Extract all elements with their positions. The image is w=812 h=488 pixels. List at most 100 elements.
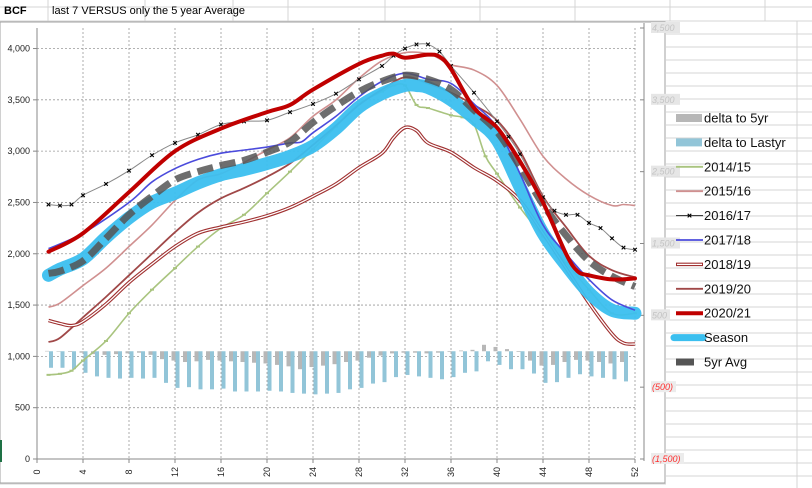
x-tick-label: 8 [124,469,134,474]
x-tick-label: 36 [446,467,456,477]
legend: delta to 5yr delta to Lastyr 2014/15 2015/1… [670,111,786,370]
legend-item[interactable]: 2018/19 [676,257,751,272]
bar-delta-to-5yr [79,351,84,353]
legend-swatch [676,138,702,147]
marker-x [425,42,431,47]
bar-delta-to-5yr [620,351,624,363]
legend-item[interactable]: 2014/15 [676,159,751,174]
y-tick-label: 2,500 [7,197,30,207]
bar-delta-to-5yr [390,351,394,354]
legend-item[interactable]: delta to Lastyr [676,135,786,150]
marker-x [80,193,86,198]
marker-x [471,90,477,95]
bar-delta-to-lastyr [486,351,490,362]
y-tick-label: 0 [25,454,30,464]
series-season-line [42,78,642,320]
bar-delta-to-lastyr [555,351,559,383]
y2-label-bg [651,453,684,464]
bar-delta-to-lastyr [440,351,444,380]
bar-delta-to-5yr [436,351,440,353]
selection-handle [0,440,2,462]
bar-delta-to-5yr [160,351,164,360]
cell-chart-title[interactable]: last 7 VERSUS only the 5 year Average [52,5,246,17]
bar-delta-to-5yr [102,351,107,355]
bar-delta-to-5yr [275,351,279,365]
bar-delta-to-lastyr [198,351,203,390]
legend-item[interactable]: 2020/21 [676,306,751,321]
series-season [42,78,642,320]
bar-delta-to-5yr [470,349,475,352]
marker-x [287,109,293,115]
bar-delta-to-lastyr [348,351,352,390]
y-tick-label: 4,000 [7,44,30,54]
bar-delta-to-5yr [321,351,325,366]
bar-delta-to-lastyr [509,351,513,370]
bar-delta-to-lastyr [106,351,111,378]
bar-delta-to-5yr [562,351,567,363]
bar-delta-to-lastyr [601,351,605,378]
y2-tick-label: 1,500 [652,239,675,249]
marker-x [621,245,626,250]
bar-delta-to-lastyr [417,351,421,377]
y2-tick-label: 4,500 [652,23,675,33]
bar-delta-to-5yr [45,350,49,352]
x-tick-label: 24 [308,467,318,477]
bar-delta-to-5yr [171,351,176,361]
bar-delta-to-5yr [539,351,544,366]
bar-delta-to-lastyr [497,351,502,365]
legend-item[interactable]: Season [670,330,748,345]
bar-delta-to-5yr [493,346,498,352]
y2-label-bg [651,165,680,177]
x-tick-label: 20 [262,467,272,477]
legend-swatch [676,114,702,122]
x-tick-label: 44 [538,467,548,477]
bar-delta-to-5yr [608,351,613,364]
bar-delta-to-5yr [183,351,187,363]
bar-delta-to-lastyr [371,351,375,384]
bar-delta-to-lastyr [175,351,180,388]
legend-item[interactable]: 2015/16 [676,184,751,199]
legend-item[interactable]: 2016/17 [676,208,751,223]
legend-item[interactable]: 5yr Avg [676,355,747,370]
y2-label-bg [651,309,670,321]
marker-x [333,91,339,96]
bar-delta-to-5yr [263,351,268,364]
bar-delta-to-5yr [528,351,532,361]
bar-delta-to-5yr [194,351,199,362]
bar-delta-to-lastyr [520,351,525,370]
series-2020-21-line [46,51,637,282]
marker-x [218,122,224,127]
marker-x [517,152,523,157]
legend-label: 2020/21 [704,306,751,321]
legend-item[interactable]: 2019/20 [676,281,751,296]
series-5yr-avg-line [47,71,637,290]
legend-item[interactable]: delta to 5yr [676,111,769,126]
marker-x [310,101,316,107]
legend-item[interactable]: 2017/18 [676,233,751,248]
bar-delta-to-lastyr [256,351,260,392]
y-tick-label: 1,000 [7,351,30,361]
y-tick-label: 3,000 [7,146,30,156]
bar-delta-to-5yr [298,351,302,370]
bar-delta-to-lastyr [543,351,548,383]
bar-delta-to-5yr [459,350,463,352]
cell-bcf[interactable]: BCF [4,5,27,17]
bar-delta-to-lastyr [233,351,237,392]
bar-delta-to-5yr [286,351,291,367]
bar-delta-to-lastyr [267,351,272,391]
bar-delta-to-5yr [516,351,521,352]
bar-delta-to-lastyr [578,351,582,375]
bar-delta-to-5yr [252,351,256,363]
bar-delta-to-5yr [217,351,222,361]
y2-label-bg [651,237,680,249]
bar-delta-to-lastyr [394,351,398,378]
y-tick-label: 3,500 [7,95,30,105]
legend-label: Season [704,330,748,345]
bar-delta-to-5yr [597,351,601,363]
bar-delta-to-5yr [447,351,452,352]
bar-delta-to-lastyr [187,351,191,388]
marker-x [494,119,500,124]
bar-delta-to-lastyr [624,351,628,382]
bar-delta-to-lastyr [382,351,387,383]
